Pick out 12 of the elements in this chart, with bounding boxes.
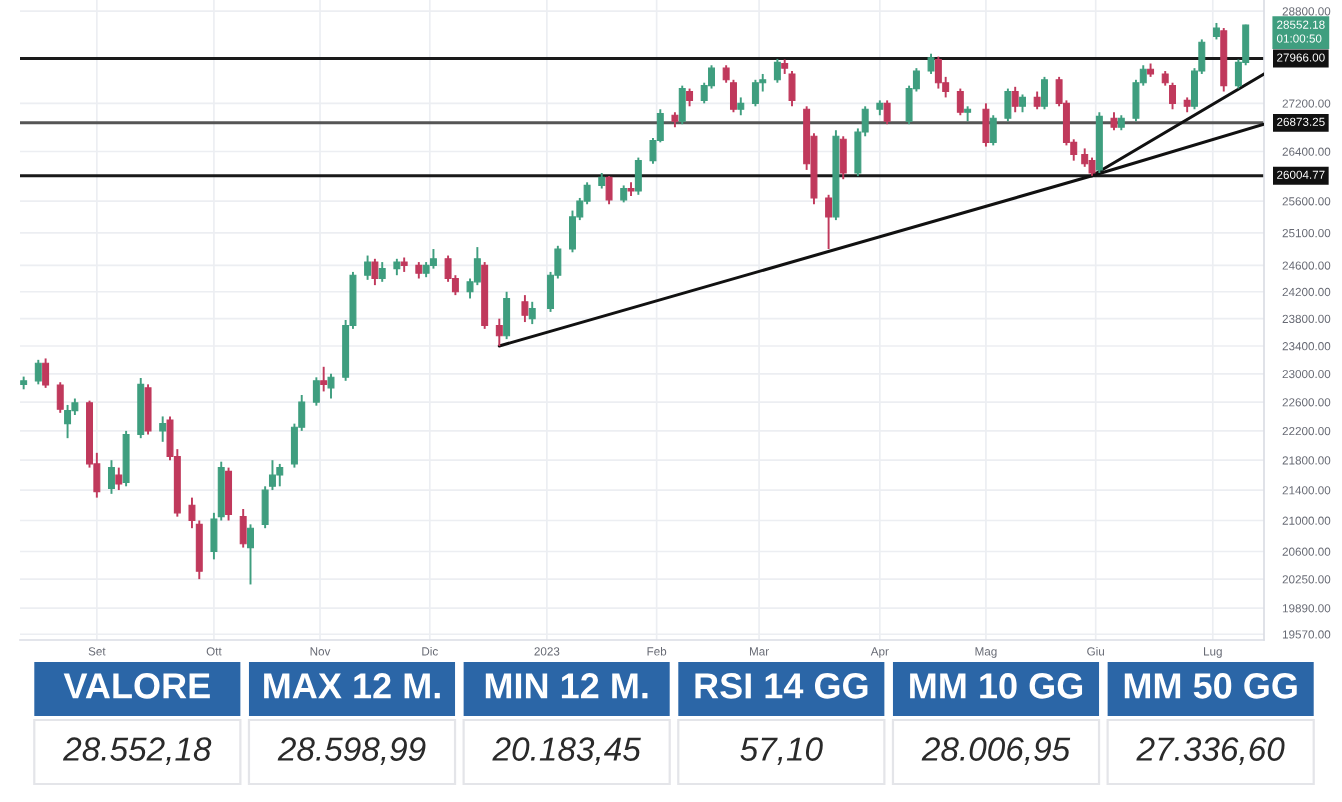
category-label: RSI 14 GG (695, 673, 868, 699)
text: 20.183,45 (492, 737, 641, 765)
category-label: VALORE (63, 673, 210, 699)
category-label: MAX 12 M. (264, 673, 440, 699)
text: 28.552,18 (63, 737, 212, 765)
category-label: MM 50 GG (1124, 673, 1297, 699)
category-label: MM 10 GG (910, 673, 1083, 699)
text: 57,10 (740, 737, 823, 765)
category-label: MIN 12 M. (485, 673, 648, 699)
text: 28.006,95 (921, 737, 1071, 765)
text: 28.598,99 (277, 737, 426, 765)
text: 27.336,60 (1136, 737, 1285, 765)
